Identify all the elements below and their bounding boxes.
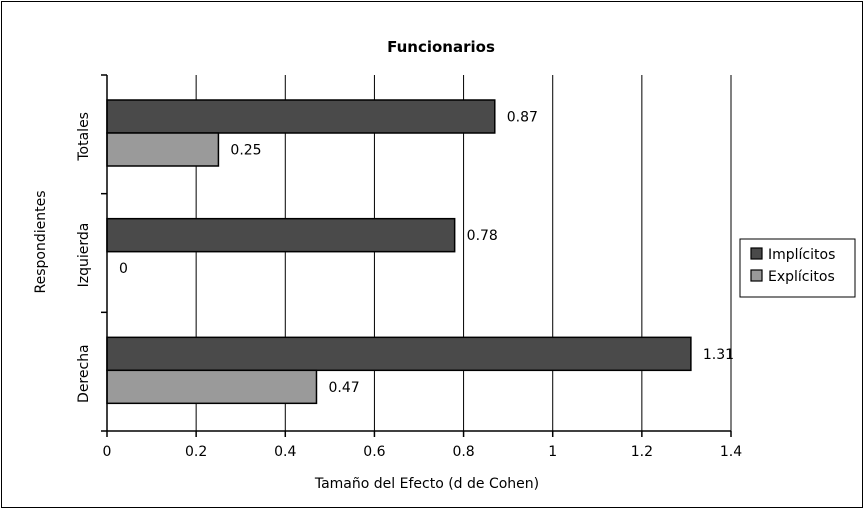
x-tick-label-3: 0.6 bbox=[363, 444, 385, 460]
x-axis-label: Tamaño del Efecto (d de Cohen) bbox=[314, 476, 539, 492]
bar-totales-implicitos bbox=[106, 99, 496, 134]
legend-swatch-explicitos bbox=[750, 269, 763, 282]
bar-derecha-implicitos bbox=[106, 336, 692, 372]
data-labels-group: 0.87 0.25 0.78 0 1.31 0.47 bbox=[119, 110, 734, 396]
axes-group: Totales Izquierda Derecha 0 0.2 0.4 0.6 0.8 1 1.2… bbox=[76, 74, 742, 460]
data-label-izquierda-implicitos: 0.78 bbox=[467, 228, 498, 244]
bar-derecha-explicitos bbox=[106, 369, 318, 405]
x-tick-label-5: 1 bbox=[548, 444, 557, 460]
x-tick-label-4: 0.8 bbox=[452, 444, 474, 460]
chart-title: Funcionarios bbox=[387, 38, 495, 56]
legend-label-implicitos: Implícitos bbox=[768, 247, 835, 263]
legend-swatch-implicitos bbox=[750, 247, 763, 260]
bar-totales-explicitos bbox=[106, 132, 220, 167]
data-label-izquierda-explicitos: 0 bbox=[119, 261, 128, 277]
x-tick-label-1: 0.2 bbox=[185, 444, 207, 460]
data-label-derecha-implicitos: 1.31 bbox=[703, 347, 734, 363]
x-tick-label-0: 0 bbox=[103, 444, 112, 460]
legend: Implícitos Explícitos bbox=[739, 238, 856, 298]
data-label-totales-implicitos: 0.87 bbox=[507, 110, 538, 126]
category-label-derecha: Derecha bbox=[76, 344, 92, 403]
x-tick-label-6: 1.2 bbox=[631, 444, 653, 460]
data-label-totales-explicitos: 0.25 bbox=[230, 143, 261, 159]
x-tick-label-7: 1.4 bbox=[720, 444, 742, 460]
data-label-derecha-explicitos: 0.47 bbox=[328, 380, 359, 396]
category-label-izquierda: Izquierda bbox=[76, 223, 92, 288]
legend-label-explicitos: Explícitos bbox=[768, 269, 835, 285]
x-tick-label-2: 0.4 bbox=[274, 444, 296, 460]
category-label-totales: Totales bbox=[76, 112, 92, 162]
bar-izquierda-implicitos bbox=[106, 217, 456, 253]
bars-group bbox=[106, 99, 692, 405]
y-axis-label: Respondientes bbox=[33, 191, 49, 294]
